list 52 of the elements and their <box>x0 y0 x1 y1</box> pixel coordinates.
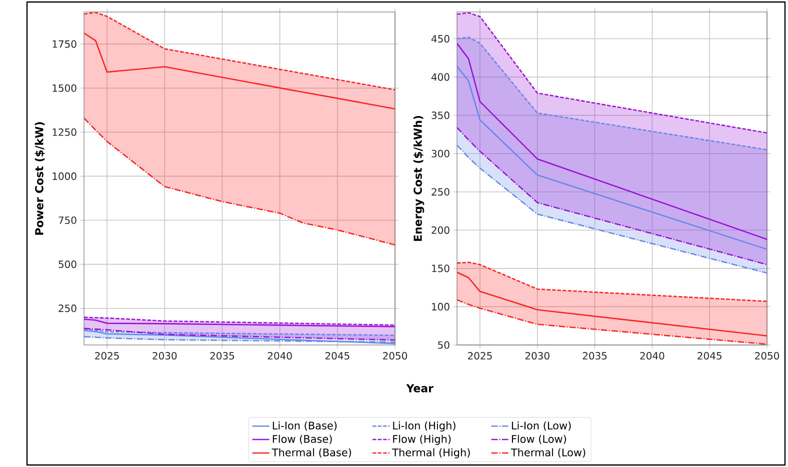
x-tick-label: 2040 <box>268 352 292 360</box>
y-axis-title: Power Cost ($/kW) <box>34 122 45 235</box>
legend-label: Li-Ion (Low) <box>512 421 571 431</box>
y-tick-label: 200 <box>432 226 450 234</box>
line-series <box>457 126 768 266</box>
x-tick-label: 2035 <box>582 352 607 360</box>
y-tick-label: 1500 <box>52 84 76 92</box>
x-axis-title: Year <box>406 384 434 392</box>
y-tick-label: 300 <box>432 150 450 158</box>
line-series <box>457 144 768 274</box>
legend-label: Flow (Base) <box>272 434 332 444</box>
y-tick-label: 500 <box>58 260 76 268</box>
line-series <box>457 299 768 345</box>
line-series <box>457 42 768 240</box>
line-series <box>84 117 396 246</box>
legend-label: Thermal (Base) <box>272 448 352 458</box>
y-tick-label: 250 <box>58 304 76 312</box>
x-tick-label: 2050 <box>383 352 408 360</box>
y-axis-title: Energy Cost ($/kWh) <box>413 116 424 241</box>
legend-label: Flow (Low) <box>512 434 566 444</box>
legend-label: Li-Ion (High) <box>393 421 456 432</box>
line-series <box>457 272 768 336</box>
line-series <box>457 36 768 150</box>
x-tick-label: 2025 <box>95 352 119 360</box>
y-tick-label: 350 <box>432 112 450 120</box>
line-series <box>457 262 768 302</box>
x-tick-label: 2035 <box>210 352 234 360</box>
x-tick-label: 2030 <box>525 352 550 360</box>
legend-label: Thermal (Low) <box>510 448 586 458</box>
y-tick-label: 1000 <box>52 172 76 180</box>
y-tick-label: 250 <box>432 188 450 196</box>
y-tick-label: 450 <box>431 34 450 43</box>
line-series <box>457 66 768 250</box>
y-tick-label: 750 <box>58 216 76 224</box>
y-tick-label: 50 <box>438 341 450 349</box>
y-tick-label: 400 <box>431 73 450 81</box>
line-series <box>84 12 396 91</box>
legend-label: Li-Ion (Base) <box>272 421 337 431</box>
x-tick-label: 2045 <box>325 352 350 360</box>
line-series <box>457 12 768 134</box>
line-series <box>84 32 396 110</box>
y-tick-label: 150 <box>432 264 450 272</box>
x-tick-label: 2040 <box>640 352 664 360</box>
legend-label: Flow (High) <box>393 434 451 445</box>
x-tick-label: 2030 <box>152 352 177 360</box>
y-tick-label: 1250 <box>52 128 76 136</box>
y-tick-label: 1750 <box>52 40 76 48</box>
x-tick-label: 2050 <box>755 352 780 360</box>
y-tick-label: 100 <box>432 302 450 310</box>
x-tick-label: 2045 <box>698 352 722 360</box>
x-tick-label: 2025 <box>468 352 492 360</box>
legend-label: Thermal (High) <box>392 448 470 458</box>
